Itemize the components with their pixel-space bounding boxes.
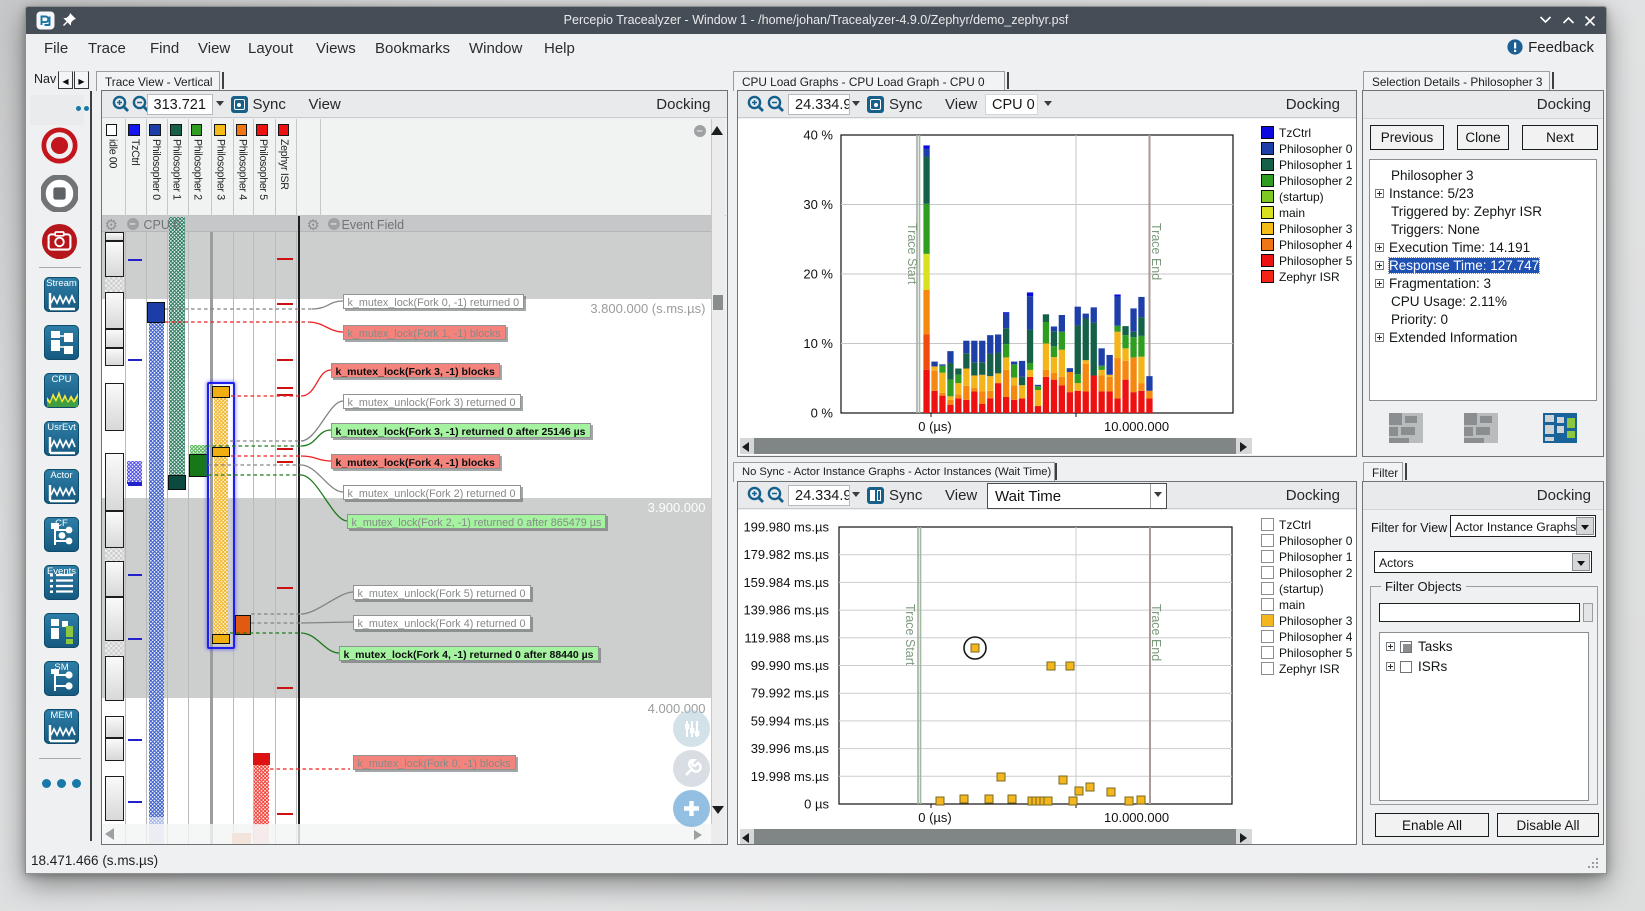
svg-text:10 %: 10 % [803, 336, 833, 351]
svg-text:99.990 ms.µs: 99.990 ms.µs [751, 658, 830, 673]
svg-text:20 %: 20 % [803, 267, 833, 282]
svg-text:79.992 ms.µs: 79.992 ms.µs [751, 686, 830, 701]
svg-text:19.998 ms.µs: 19.998 ms.µs [751, 769, 830, 784]
svg-text:0 µs: 0 µs [804, 797, 829, 812]
svg-text:10.000.000: 10.000.000 [1104, 419, 1169, 434]
svg-text:179.982 ms.µs: 179.982 ms.µs [743, 547, 829, 562]
svg-text:10.000.000: 10.000.000 [1104, 810, 1169, 825]
svg-text:Trace End: Trace End [1149, 604, 1163, 661]
svg-text:Trace Start: Trace Start [905, 223, 919, 285]
svg-text:119.988 ms.µs: 119.988 ms.µs [744, 630, 829, 645]
svg-text:199.980 ms.µs: 199.980 ms.µs [743, 520, 829, 535]
svg-text:Trace End: Trace End [1149, 223, 1163, 280]
svg-text:139.986 ms.µs: 139.986 ms.µs [743, 603, 829, 618]
svg-text:Trace Start: Trace Start [903, 604, 917, 666]
svg-text:159.984 ms.µs: 159.984 ms.µs [743, 575, 829, 590]
svg-text:0 %: 0 % [811, 406, 834, 421]
svg-text:30 %: 30 % [803, 197, 833, 212]
svg-text:40 %: 40 % [803, 128, 833, 143]
svg-text:59.994 ms.µs: 59.994 ms.µs [751, 713, 830, 728]
svg-text:0 (µs): 0 (µs) [918, 810, 952, 825]
svg-text:0 (µs): 0 (µs) [918, 419, 952, 434]
svg-text:39.996 ms.µs: 39.996 ms.µs [751, 741, 830, 756]
